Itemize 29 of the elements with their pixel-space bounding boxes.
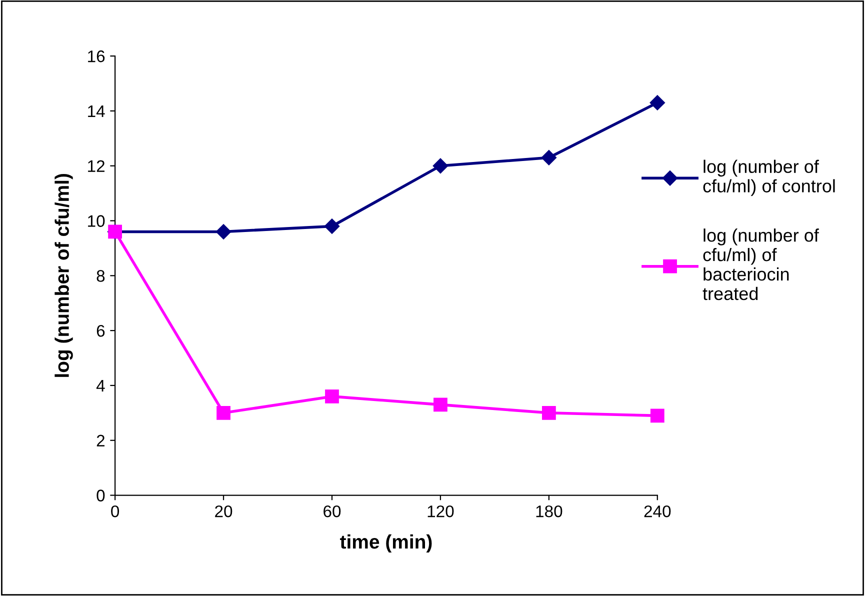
x-tick-label: 0 — [111, 505, 120, 518]
point — [650, 408, 664, 423]
x-tick-label: 20 — [215, 505, 232, 518]
y-tick-label: 6 — [96, 324, 105, 337]
y-tick-label: 10 — [88, 215, 105, 227]
point — [434, 398, 448, 412]
x-tick-label: 120 — [428, 505, 454, 518]
x-tick-label: 180 — [536, 505, 562, 518]
point — [650, 95, 665, 110]
y-axis-title: log (number of cfu/ml) — [54, 174, 73, 377]
point — [216, 224, 232, 240]
y-tick-label: 2 — [96, 434, 104, 446]
legend-label: log (number of cfu/ml) of bacteriocin treated — [702, 228, 819, 300]
point — [324, 218, 340, 234]
x-axis-title: time (min) — [340, 534, 432, 553]
y-tick-label: 4 — [96, 380, 105, 392]
point — [325, 390, 339, 404]
y-tick-label: 16 — [88, 50, 105, 62]
legend-label: log (number of cfu/ml) of control — [703, 160, 835, 196]
point — [216, 406, 230, 420]
y-tick-label: 0 — [96, 490, 105, 502]
point — [542, 406, 556, 420]
point — [432, 158, 448, 174]
x-tick-label: 240 — [644, 505, 671, 518]
y-tick-label: 12 — [88, 160, 104, 172]
point — [541, 150, 556, 166]
y-tick-label: 14 — [88, 106, 105, 117]
x-tick-label: 60 — [324, 505, 341, 518]
y-tick-label: 8 — [96, 270, 105, 282]
